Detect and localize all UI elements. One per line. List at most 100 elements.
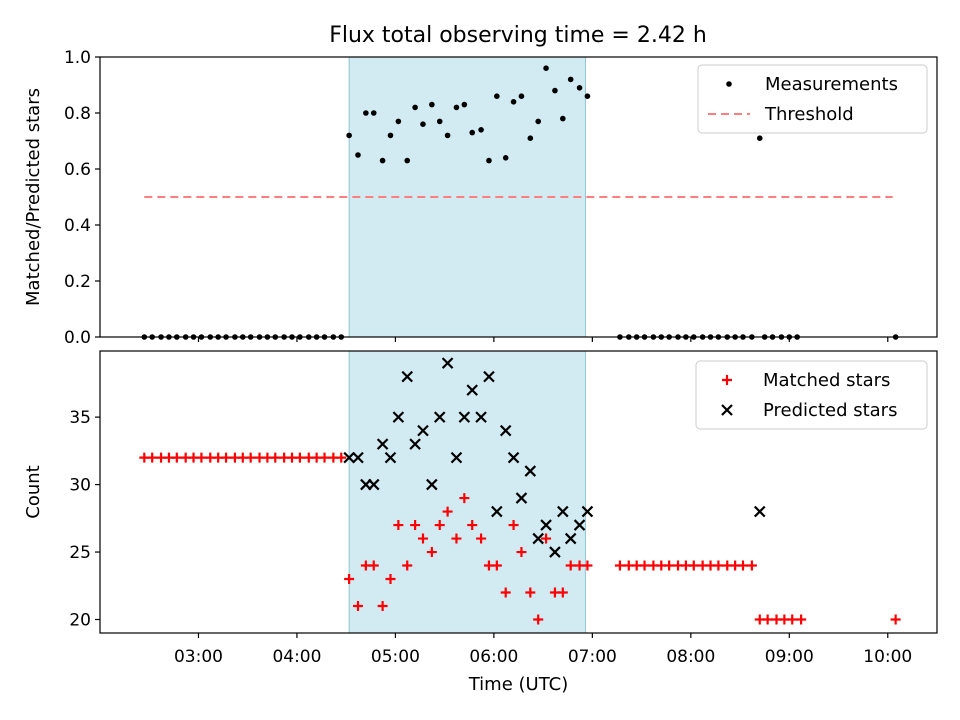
predicted-star-point (581, 505, 594, 518)
measurement-point (510, 99, 517, 105)
measurement-point (395, 118, 402, 125)
y-tick-label: 0.6 (64, 160, 91, 180)
predicted-star-point (352, 451, 364, 464)
matched-star-point (787, 614, 798, 625)
predicted-stars-points (343, 357, 766, 558)
matched-star-point (533, 614, 544, 625)
matched-star-point (688, 560, 699, 571)
matched-star-point (565, 560, 576, 571)
matched-star-point (762, 614, 773, 625)
ratio-y-label: Matched/Predicted stars (23, 88, 44, 306)
ratio-panel: 0.0 0.2 0.4 0.6 0.8 1.0 Matched/Predicted sta… (23, 48, 938, 348)
predicted-star-point (549, 546, 561, 558)
matched-star-point (393, 520, 404, 531)
x-tick-label: 05:00 (371, 647, 420, 667)
y-tick-label: 20 (69, 611, 91, 631)
measurement-point (379, 157, 386, 164)
measurement-point (552, 87, 558, 94)
y-tick-label: 0.8 (64, 104, 91, 124)
matched-star-point (796, 614, 807, 625)
predicted-star-point (557, 505, 569, 518)
predicted-star-point (483, 370, 495, 383)
measurement-point (404, 157, 411, 164)
measurement-point (436, 118, 443, 125)
observing-span (348, 350, 586, 634)
predicted-star-point (401, 370, 414, 383)
matched-star-point (516, 547, 527, 558)
x-axis-label: Time (UTC) (468, 674, 569, 695)
matched-star-point (890, 614, 901, 625)
legend-measurements-marker (726, 81, 732, 87)
count-y-label: Count (23, 465, 44, 518)
measurement-point (355, 152, 361, 158)
measurement-point (576, 85, 583, 91)
measurement-point (469, 129, 476, 136)
x-tick-label: 03:00 (174, 647, 223, 667)
matched-star-point (417, 533, 428, 544)
predicted-star-point (466, 384, 478, 396)
measurement-point (420, 121, 426, 127)
predicted-star-point (433, 411, 446, 423)
matched-star-point (352, 601, 363, 612)
matched-star-point (221, 452, 232, 463)
matched-star-point (541, 533, 552, 544)
predicted-star-point (499, 424, 512, 437)
measurement-point (527, 135, 534, 141)
legend-frame (697, 64, 928, 134)
matched-star-point (664, 560, 675, 571)
matched-star-point (147, 452, 158, 463)
matched-star-point (402, 560, 413, 571)
measurement-point (387, 132, 394, 139)
matched-star-point (336, 452, 347, 463)
measurement-point (535, 118, 541, 125)
matched-star-point (196, 452, 207, 463)
matched-star-point (442, 506, 453, 517)
matched-star-point (344, 574, 355, 585)
measurement-point (444, 132, 451, 139)
legend-measurements-label: Measurements (765, 74, 898, 95)
matched-star-point (245, 452, 256, 463)
x-tick-label: 08:00 (666, 647, 715, 667)
matched-star-point (746, 560, 757, 571)
predicted-star-point (573, 519, 586, 531)
y-tick-label: 1.0 (64, 48, 91, 68)
measurement-point (346, 132, 352, 139)
predicted-star-point (426, 478, 438, 491)
matched-star-point (319, 452, 330, 463)
predicted-star-point (376, 438, 389, 450)
x-tick-label: 07:00 (568, 647, 617, 667)
measurement-point (543, 65, 549, 71)
measurement-point (412, 104, 418, 111)
measurement-point (486, 157, 492, 164)
count-legend: Matched stars Predicted stars (695, 360, 928, 430)
matched-star-point (426, 547, 437, 558)
chart-title: Flux total observing time = 2.42 h (329, 23, 707, 48)
legend-matched-marker (722, 375, 732, 385)
y-tick-label: 35 (69, 408, 91, 428)
predicted-star-point (475, 411, 487, 423)
observing-span (348, 56, 586, 338)
matched-star-point (614, 560, 625, 571)
predicted-star-point (384, 451, 397, 464)
count-y-ticks: 20 25 30 35 (69, 408, 100, 631)
ratio-x-ticks (197, 337, 889, 342)
ratio-panel-frame (99, 56, 938, 338)
matched-stars-points (139, 452, 901, 625)
ratio-legend: Measurements Threshold (697, 64, 928, 134)
y-tick-label: 0.2 (64, 272, 91, 292)
predicted-star-point (564, 532, 577, 545)
matched-star-point (385, 574, 396, 585)
matched-star-point (508, 520, 519, 531)
predicted-star-point (367, 478, 380, 491)
y-tick-label: 0.0 (64, 328, 91, 348)
predicted-star-point (409, 438, 421, 450)
matched-star-point (171, 452, 182, 463)
y-tick-label: 30 (69, 476, 91, 496)
predicted-star-point (392, 411, 405, 423)
legend-predicted-label: Predicted stars (763, 400, 897, 421)
predicted-star-point (450, 451, 463, 464)
matched-star-point (294, 452, 305, 463)
x-tick-label: 04:00 (272, 647, 321, 667)
predicted-star-point (507, 451, 520, 464)
